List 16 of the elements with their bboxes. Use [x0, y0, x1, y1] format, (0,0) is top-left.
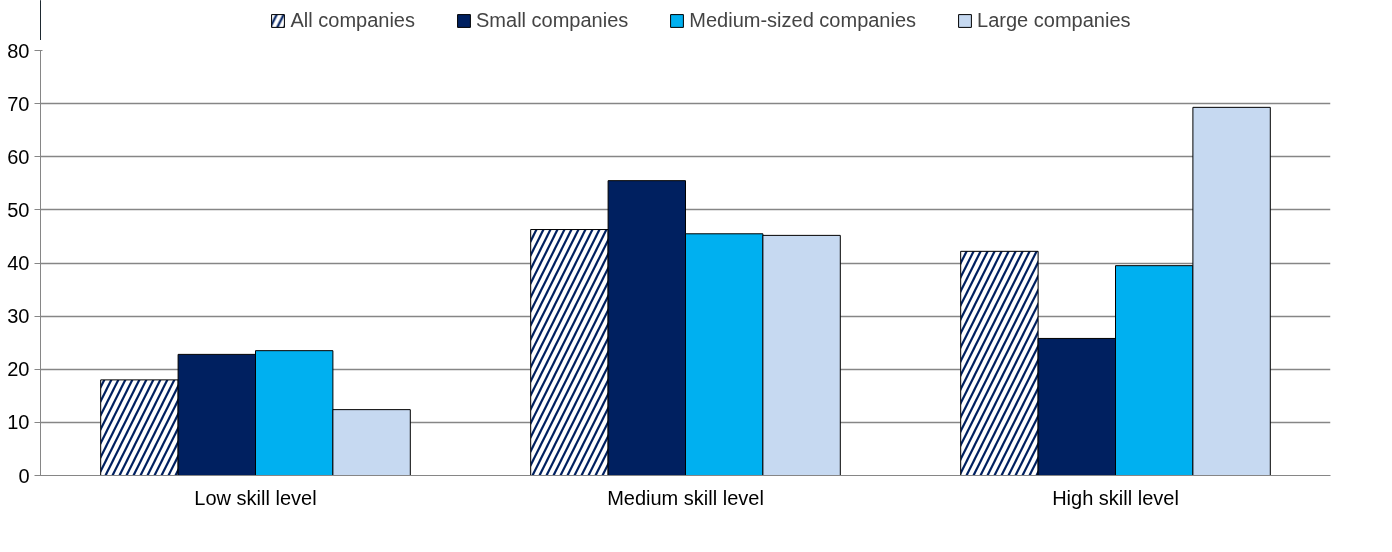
y-tick-label: 10	[7, 411, 30, 434]
y-tick-label: 30	[7, 305, 30, 328]
y-tick-label: 70	[7, 92, 30, 115]
y-tick-label: 50	[7, 198, 30, 221]
legend-label: Small companies	[476, 8, 629, 32]
y-tick-label: 40	[7, 252, 30, 274]
y-tick-label: 20	[7, 358, 30, 381]
x-tick-label: Medium skill level	[607, 486, 764, 509]
y-tick-label: 0	[18, 464, 30, 487]
legend-label: All companies	[290, 8, 416, 32]
x-tick-label: Low skill level	[194, 486, 317, 509]
x-tick-label: High skill level	[1052, 486, 1179, 509]
y-tick-label: 80	[7, 39, 30, 62]
legend-label: Large companies	[977, 8, 1131, 32]
legend-label: Medium-sized companies	[689, 8, 917, 32]
y-tick-label: 60	[7, 145, 30, 168]
